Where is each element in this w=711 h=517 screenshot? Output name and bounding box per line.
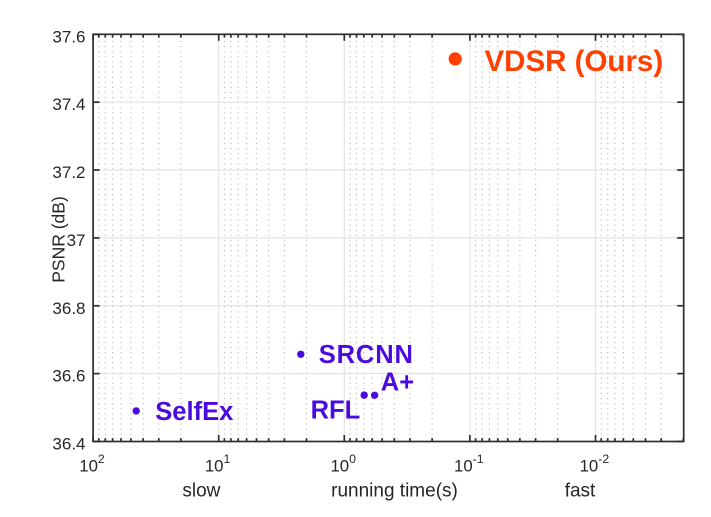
svg-text:37.6: 37.6 <box>52 27 85 46</box>
svg-text:SelfEx: SelfEx <box>155 398 233 426</box>
svg-text:36.4: 36.4 <box>52 435 85 454</box>
svg-text:A+: A+ <box>381 368 414 396</box>
svg-text:VDSR (Ours): VDSR (Ours) <box>485 45 664 78</box>
svg-text:SRCNN: SRCNN <box>319 341 414 369</box>
svg-text:37.4: 37.4 <box>52 95 85 114</box>
svg-text:36.8: 36.8 <box>52 299 85 318</box>
svg-text:36.6: 36.6 <box>52 367 85 386</box>
svg-text:fast: fast <box>565 480 596 501</box>
svg-text:running time(s): running time(s) <box>331 480 458 501</box>
svg-text:37.2: 37.2 <box>52 163 85 182</box>
svg-text:PSNR (dB): PSNR (dB) <box>49 196 69 283</box>
svg-text:37: 37 <box>67 231 86 250</box>
svg-text:RFL: RFL <box>311 397 361 425</box>
svg-text:slow: slow <box>182 480 220 501</box>
